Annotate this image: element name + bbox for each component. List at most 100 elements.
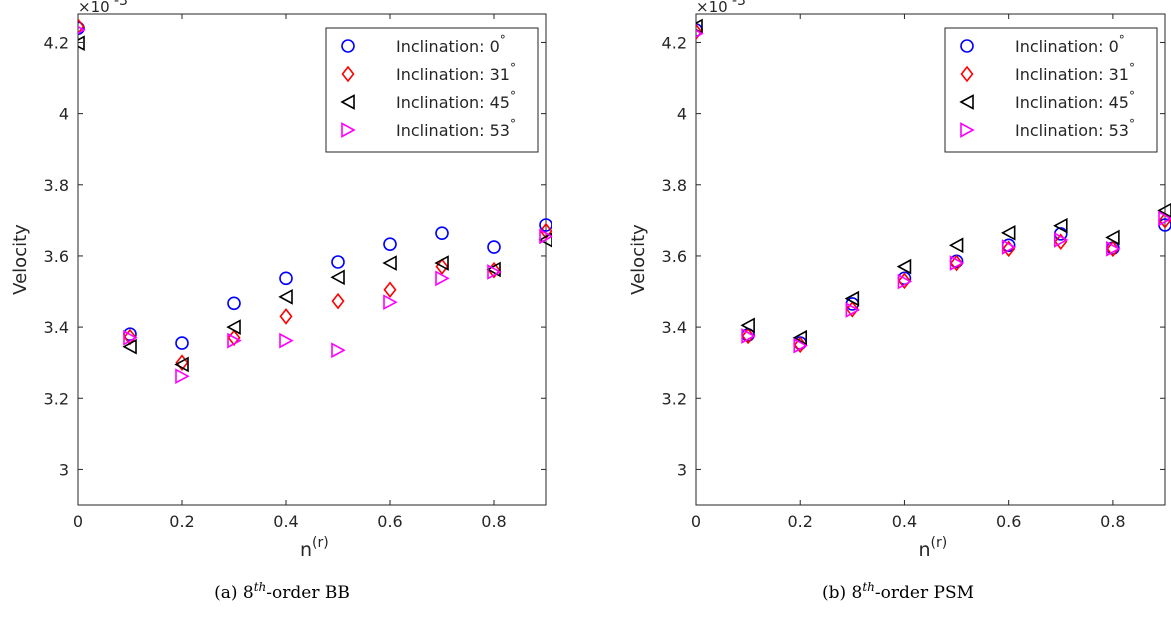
legend-label-3: Inclination: 53° [1015, 117, 1135, 140]
legend-label-text: Inclination: 31 [1015, 65, 1129, 84]
legend-label-text: Inclination: 45 [1015, 93, 1129, 112]
legend-label-2: Inclination: 45° [396, 89, 516, 112]
data-point-series-1 [331, 292, 345, 310]
chart-panel-b: 0 0.2 0.4 0.6 0.8 3 3.2 3.4 3.6 3.8 4 4.2 ×10 -3 Veloc… [628, 0, 1171, 603]
y-axis-multiplier-exponent: -3 [114, 0, 128, 9]
panel-caption: (a) 8th-order BB [214, 580, 350, 603]
y-axis-label: Velocity [628, 224, 649, 295]
y-tick-label: 3 [59, 460, 69, 479]
legend-label-text: Inclination: 53 [1015, 121, 1129, 140]
legend-label-1: Inclination: 31° [1015, 61, 1135, 84]
legend-label-text: Inclination: 0 [396, 37, 500, 56]
data-point-series-2 [434, 255, 449, 271]
data-point-series-0 [175, 336, 189, 350]
x-tick-label: 0.8 [481, 512, 506, 531]
legend-marker-2 [340, 94, 355, 110]
x-tick-label: 0.6 [996, 512, 1021, 531]
data-point-series-2 [486, 261, 501, 278]
data-point-series-0 [435, 226, 449, 240]
data-point-series-1 [539, 222, 552, 240]
data-point-series-1 [175, 354, 189, 371]
data-point-series-3 [949, 255, 965, 271]
data-point-series-1 [950, 254, 964, 272]
y-tick-label: 4.2 [44, 33, 69, 52]
data-point-series-0 [78, 21, 85, 36]
caption-prefix: (a) 8 [214, 583, 254, 603]
y-axis-multiplier: ×10 [696, 0, 728, 16]
x-tick-label: 0 [73, 512, 83, 531]
data-point-series-3 [845, 302, 861, 318]
x-axis-label-sup: (r) [312, 535, 329, 551]
data-point-series-3 [539, 228, 552, 245]
data-point-series-3 [1106, 240, 1121, 257]
y-tick-label: 3.6 [44, 247, 69, 266]
data-point-series-3 [1001, 239, 1017, 255]
legend-marker-0 [341, 39, 355, 53]
caption-suffix: -order PSM [875, 583, 974, 603]
legend-label-degree: ° [510, 117, 516, 131]
data-point-series-2 [382, 255, 397, 271]
data-point-series-3 [1158, 210, 1171, 227]
data-point-series-0 [383, 237, 397, 252]
legend-box [944, 27, 1158, 153]
y-tick-label: 4 [59, 105, 69, 124]
data-point-series-2 [740, 317, 755, 334]
legend: Inclination: 0°Inclination: 31°Inclinati… [325, 27, 539, 153]
caption-sup: th [254, 580, 267, 594]
data-point-series-0 [331, 255, 345, 269]
legend: Inclination: 0°Inclination: 31°Inclinati… [944, 27, 1158, 153]
legend-label-degree: ° [510, 89, 516, 103]
data-point-series-0 [539, 218, 552, 232]
legend-label-degree: ° [500, 33, 506, 47]
legend-marker-1 [341, 65, 355, 83]
data-point-series-1 [845, 301, 859, 318]
data-point-series-2 [696, 18, 703, 35]
y-axis-label: Velocity [10, 224, 31, 295]
caption-suffix: -order BB [266, 583, 350, 603]
caption-sup: th [862, 580, 875, 594]
caption-prefix: (b) 8 [822, 583, 862, 603]
data-point-series-2 [1105, 229, 1120, 246]
legend-label-degree: ° [510, 61, 516, 75]
data-point-series-2 [1000, 224, 1016, 241]
data-point-series-3 [793, 337, 808, 354]
legend-marker-2 [959, 94, 974, 110]
data-point-series-3 [1053, 232, 1069, 248]
y-tick-label: 3.2 [44, 389, 69, 408]
legend-label-2: Inclination: 45° [1015, 89, 1135, 112]
data-point-series-2 [226, 319, 241, 335]
legend-label-degree: ° [1129, 117, 1135, 131]
data-point-series-2 [1157, 202, 1171, 218]
data-point-series-2 [278, 289, 293, 305]
legend-label-text: Inclination: 45 [396, 93, 510, 112]
data-point-series-2 [792, 329, 808, 346]
legend-marker-0 [960, 39, 974, 53]
data-point-series-3 [123, 329, 138, 346]
x-tick-label: 0.4 [273, 512, 298, 531]
data-point-series-3 [435, 270, 450, 287]
legend-marker-1 [960, 65, 974, 83]
y-tick-label: 3 [677, 460, 687, 479]
x-tick-label: 0.4 [892, 512, 917, 531]
legend-label-degree: ° [1129, 61, 1135, 75]
data-point-series-3 [227, 332, 242, 349]
data-point-series-3 [487, 264, 502, 280]
y-tick-label: 3.2 [662, 389, 687, 408]
legend-label-text: Inclination: 0 [1015, 37, 1119, 56]
data-point-series-1 [279, 308, 293, 325]
data-markers [78, 18, 552, 385]
legend-label-0: Inclination: 0° [1015, 33, 1125, 56]
data-point-series-3 [383, 294, 398, 311]
legend-box [325, 27, 539, 153]
data-markers [696, 18, 1171, 354]
chart-panel-a: 0 0.2 0.4 0.6 0.8 3 3.2 3.4 3.6 3.8 4 4.2 ×10 -3 Veloc… [10, 0, 552, 603]
data-point-series-1 [383, 281, 397, 299]
y-axis-multiplier: ×10 [78, 0, 110, 16]
data-point-series-1 [741, 327, 755, 345]
x-axis-label: n(r) [300, 535, 329, 561]
legend-marker-3 [341, 122, 356, 138]
data-point-series-2 [1053, 217, 1068, 234]
data-point-series-2 [896, 258, 912, 275]
x-tick-label: 0.8 [1100, 512, 1125, 531]
